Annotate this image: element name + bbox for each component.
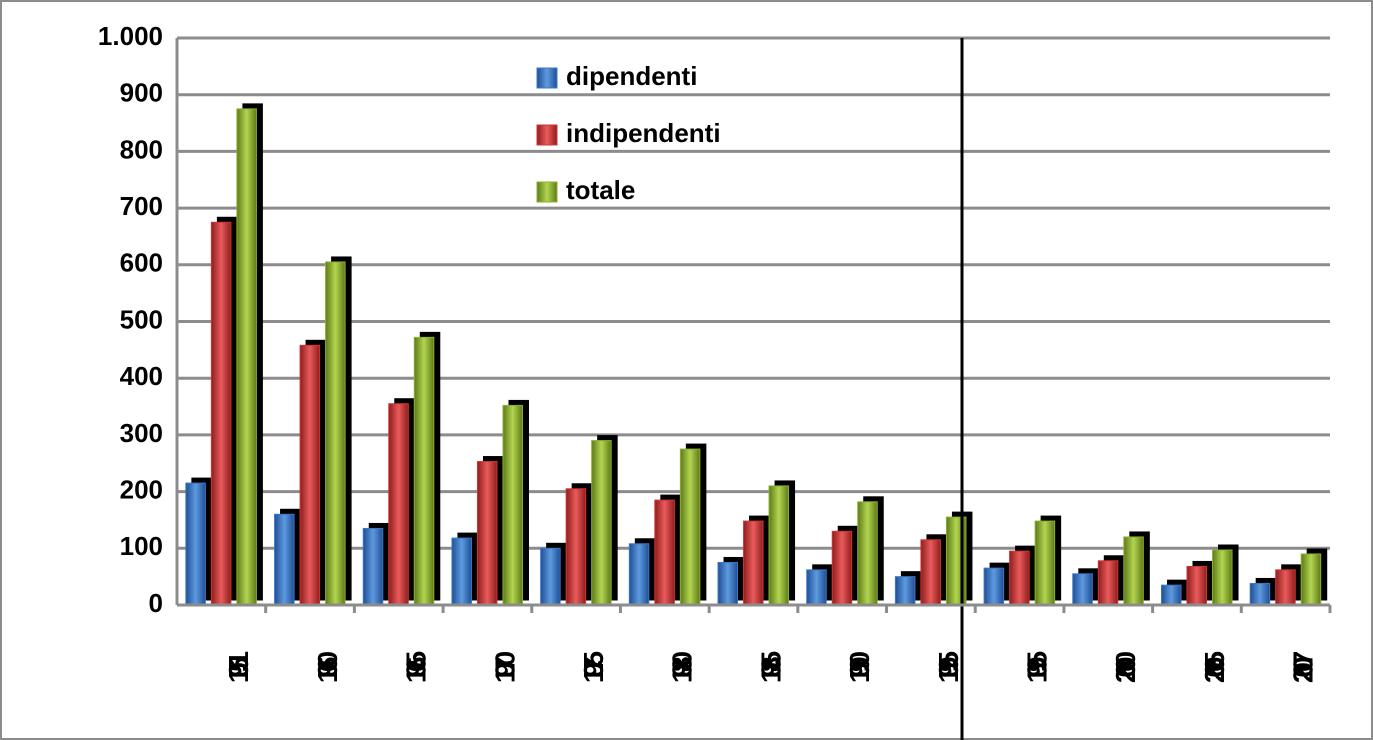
bar [1160,584,1182,606]
bar [185,482,206,606]
x-tick-label: 1995 [933,651,964,683]
y-tick-label: 300 [120,418,163,448]
y-tick-label: 600 [120,248,163,278]
bar [565,488,587,606]
legend-label: totale [566,175,635,205]
bars [185,108,1322,606]
x-tick-label: 2000 [1110,651,1141,683]
bar [1097,560,1119,606]
x-tick-label: 1951 [223,651,254,683]
legend-swatch [536,181,558,203]
bar [717,561,739,606]
bar [1186,565,1208,606]
bar [325,261,346,606]
y-tick-label: 500 [120,304,163,334]
bar [920,539,941,606]
bar [502,404,523,606]
x-tick-label: 1980 [667,651,698,683]
y-tick-label: 800 [120,134,163,164]
legend-swatch [536,67,558,89]
y-tick-label: 900 [120,78,163,108]
bar [1300,553,1322,606]
bar [236,108,257,606]
bar [1275,569,1296,606]
bar [628,543,650,606]
x-tick-label: 1965 [401,651,432,683]
y-tick-label: 100 [120,531,163,561]
legend-label: indipendenti [566,118,721,148]
bar [1249,582,1271,606]
bar [362,527,384,606]
bar [210,221,232,606]
bar [1009,550,1030,606]
grid [177,36,1330,607]
bar [768,485,790,606]
bar [540,547,561,606]
x-tick-label: 2005 [1199,651,1230,683]
bar [299,344,321,606]
bar [983,567,1005,606]
bar [1212,549,1233,606]
bar [1123,536,1144,606]
legend-swatch [536,124,558,146]
bar [894,576,916,606]
bar [388,403,409,606]
x-tick-label: 1975 [578,651,609,683]
bar [274,513,295,606]
y-tick-label: 700 [120,191,163,221]
x-tick-label: 1985 [755,651,786,683]
y-tick-label: 1.000 [98,21,163,51]
bar [831,530,853,606]
bar [591,440,612,606]
bar [806,569,827,606]
bar [743,520,764,606]
bar [476,461,498,606]
bar [654,499,675,606]
y-tick-label: 200 [120,474,163,504]
bar [1034,520,1056,606]
bar [1072,573,1093,606]
legend-label: dipendenti [566,61,697,91]
x-tick-label: 1990 [844,651,875,683]
x-tick-label: 1960 [312,651,343,683]
bar [679,448,701,606]
bar [451,537,472,606]
x-tick-label: 1995 [1021,651,1052,683]
y-tick-label: 0 [149,588,163,618]
bar [413,336,435,606]
y-tick-label: 400 [120,361,163,391]
bar [857,501,878,606]
x-tick-label: 1970 [489,651,520,683]
x-tick-label: 2007 [1288,651,1319,683]
